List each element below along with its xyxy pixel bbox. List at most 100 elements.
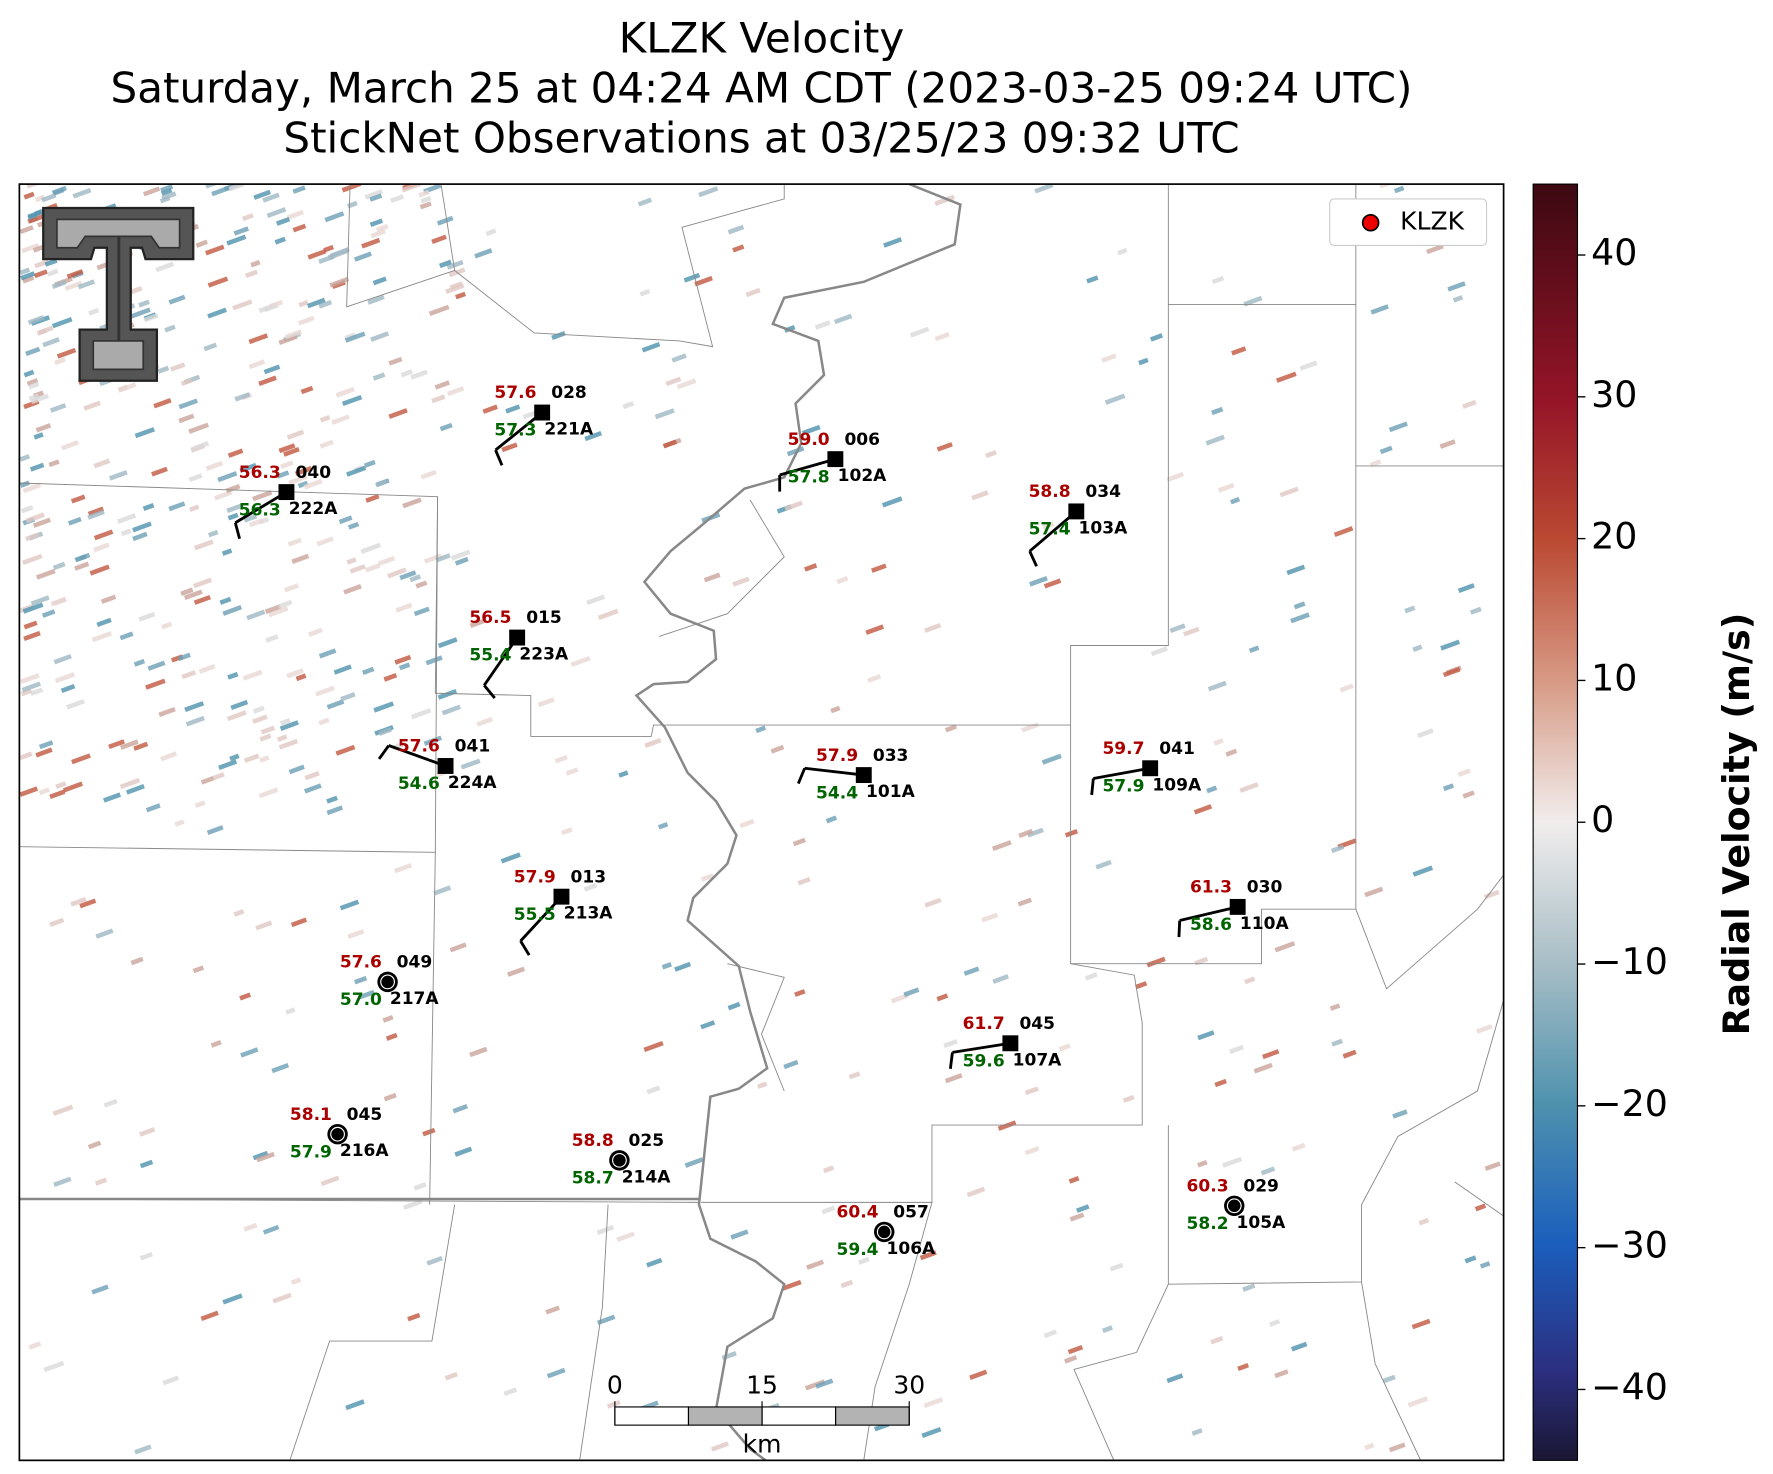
radar-gate — [1269, 1319, 1281, 1327]
radar-gate — [1370, 304, 1389, 315]
pressure-code: 029 — [1243, 1176, 1279, 1196]
radar-gate — [139, 1127, 156, 1137]
radar-gate — [694, 275, 713, 287]
radar-gate — [997, 1120, 1017, 1131]
colorbar-tick-label: −20 — [1591, 1082, 1668, 1125]
radar-gate — [151, 466, 168, 477]
dewpoint: 58.2 — [1187, 1214, 1229, 1234]
radar-gate — [188, 473, 203, 483]
radar-gate — [1138, 357, 1149, 366]
radar-gate — [924, 897, 942, 908]
colorbar-tick-label: −30 — [1591, 1224, 1668, 1267]
radar-gate — [1290, 1341, 1308, 1352]
radar-gate — [451, 549, 471, 561]
radar-gate — [1095, 859, 1112, 870]
radar-gate — [398, 662, 411, 671]
radar-gate — [185, 715, 205, 727]
pressure-code: 057 — [893, 1203, 929, 1223]
radar-gate — [388, 408, 408, 419]
radar-gate — [419, 201, 432, 210]
pressure-code: 006 — [844, 430, 880, 450]
radar-gate — [1379, 184, 1398, 189]
radar-gate — [1462, 399, 1477, 409]
radar-gate — [117, 382, 137, 393]
wind-barb-flag — [948, 1052, 954, 1069]
radar-gate — [320, 1175, 340, 1187]
radar-gate — [1166, 1373, 1184, 1384]
radar-gate — [67, 516, 82, 526]
radar-gate — [353, 975, 368, 985]
wind-barb-flag — [483, 684, 496, 699]
radar-gate — [278, 443, 296, 454]
radar-gate — [1214, 1078, 1227, 1088]
radar-gate — [804, 563, 818, 572]
radar-gate — [637, 197, 653, 207]
station-marker — [278, 484, 295, 501]
wind-barb — [1179, 905, 1238, 922]
radar-gate — [739, 818, 755, 829]
radar-gate — [1193, 804, 1213, 815]
radar-gate — [1404, 605, 1416, 614]
scale-bar: 0 15 30 km — [607, 1370, 925, 1458]
radar-gate — [1417, 728, 1434, 739]
radar-gate — [200, 1310, 219, 1322]
radar-gate — [25, 346, 41, 357]
radar-gate — [732, 576, 750, 587]
radar-gate — [138, 611, 156, 622]
radar-gate — [326, 805, 344, 816]
radar-gate — [370, 331, 390, 342]
radar-gate — [794, 989, 806, 997]
radar-gate — [1122, 1094, 1135, 1103]
radar-gate — [91, 631, 112, 643]
title-line: KLZK Velocity — [619, 13, 905, 62]
radar-gate — [54, 357, 66, 366]
pressure-code: 041 — [455, 737, 491, 757]
radar-gate — [259, 755, 270, 763]
title-line: Saturday, March 25 at 04:24 AM CDT (2023… — [111, 63, 1413, 112]
radar-gate — [74, 561, 90, 571]
radar-gate — [291, 553, 310, 564]
radar-gate — [1253, 1062, 1273, 1074]
radar-gate — [27, 315, 45, 325]
radar-gate — [1412, 644, 1423, 652]
radar-gate — [360, 542, 381, 554]
radar-gate — [507, 966, 526, 977]
scale-label: 15 — [746, 1370, 778, 1399]
radar-gate — [266, 207, 287, 219]
radar-gate — [119, 777, 141, 790]
radar-gate — [1393, 185, 1405, 194]
station-id: 103A — [1079, 518, 1129, 538]
colorbar-tick-label: 40 — [1591, 231, 1637, 274]
radar-gate — [644, 737, 662, 748]
radar-gate — [460, 758, 481, 770]
radar-gate — [20, 505, 34, 514]
radar-gate — [222, 1293, 243, 1305]
radar-gate — [836, 576, 849, 585]
radar-gate — [1043, 578, 1062, 589]
radar-gate — [52, 561, 66, 571]
radar-gate — [393, 862, 413, 874]
radar-gate — [1479, 1261, 1491, 1269]
radar-gate — [1474, 1203, 1487, 1212]
radar-gate — [184, 701, 205, 713]
county-borders — [19, 184, 1504, 1461]
temperature: 59.0 — [788, 430, 830, 450]
radar-gate — [119, 631, 134, 641]
radar-gate — [1211, 275, 1225, 285]
radar-gate — [770, 744, 785, 754]
radar-gate — [1290, 612, 1310, 624]
radar-gate — [1462, 790, 1475, 799]
radar-gate — [300, 385, 314, 395]
radar-gate — [1064, 1355, 1078, 1364]
radar-gate — [153, 398, 172, 409]
radar-gate — [934, 331, 950, 342]
radar-gate — [1275, 371, 1297, 383]
radar-gate — [354, 251, 372, 262]
radar-gate — [304, 783, 322, 794]
radar-gate — [242, 669, 263, 681]
radar-gate — [34, 259, 49, 269]
radar-gate — [1439, 439, 1456, 449]
radar-gate — [28, 393, 40, 402]
wind-barb-flag — [494, 449, 504, 466]
